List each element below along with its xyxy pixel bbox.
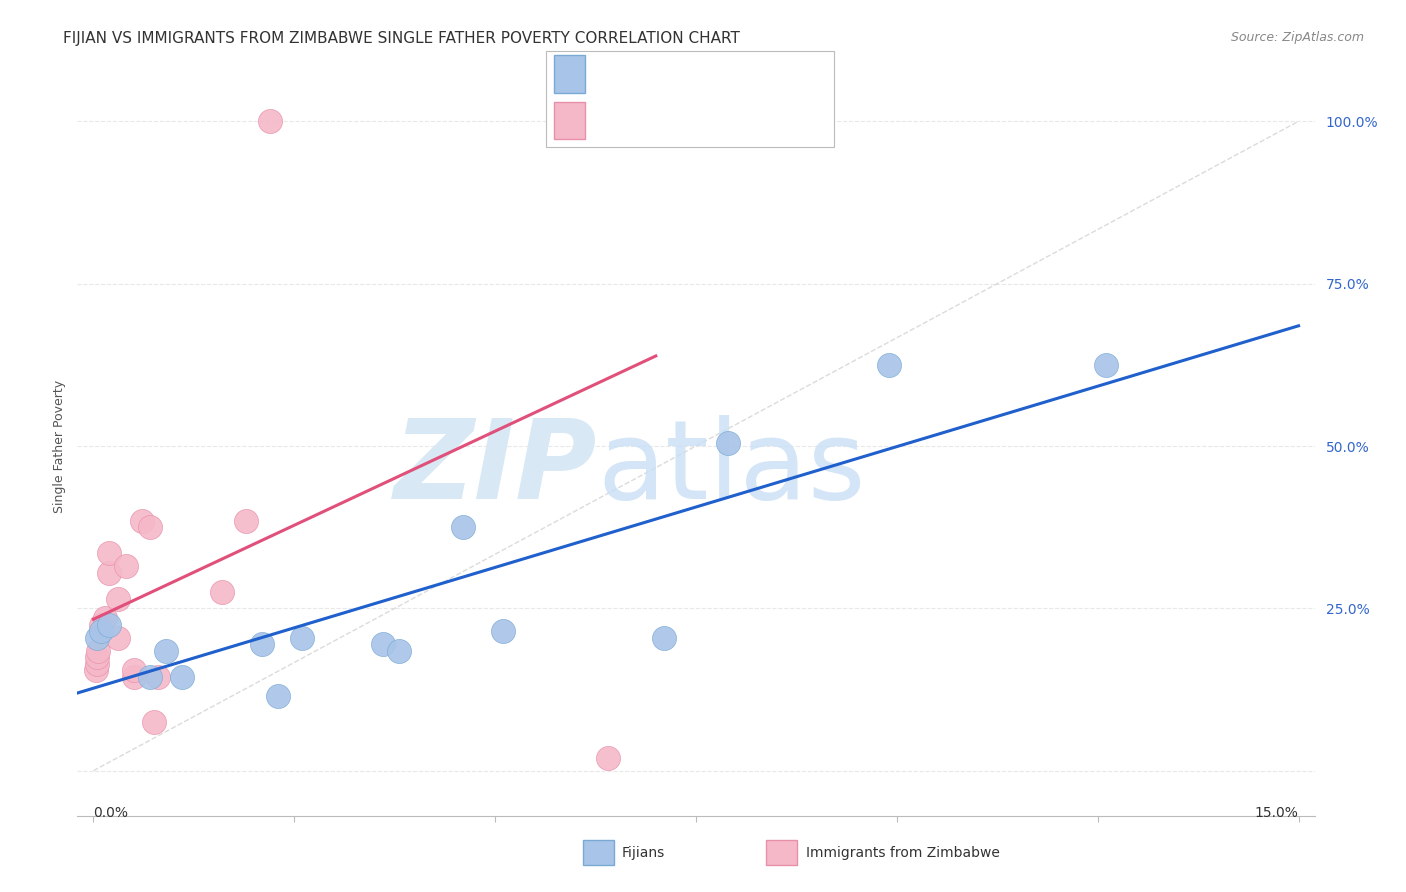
Point	[291, 631, 314, 645]
Point	[155, 643, 177, 657]
Text: R =: R =	[593, 111, 630, 128]
Text: 0.315: 0.315	[633, 111, 685, 128]
Text: 17: 17	[733, 64, 755, 82]
Point	[652, 631, 675, 645]
Text: Fijians: Fijians	[621, 846, 665, 860]
Point	[170, 669, 193, 683]
Text: atlas: atlas	[598, 415, 866, 522]
Point	[596, 750, 619, 764]
Text: 0.0%: 0.0%	[93, 806, 128, 821]
Point	[211, 585, 233, 599]
Text: 22: 22	[733, 111, 756, 128]
Text: R =: R =	[593, 64, 630, 82]
Point	[90, 617, 112, 632]
Point	[94, 611, 117, 625]
Point	[138, 520, 160, 534]
Point	[122, 669, 145, 683]
Point	[250, 637, 273, 651]
Point	[114, 559, 136, 574]
Point	[90, 624, 112, 639]
Point	[84, 663, 107, 677]
Text: Immigrants from Zimbabwe: Immigrants from Zimbabwe	[806, 846, 1000, 860]
Point	[86, 657, 108, 671]
Point	[235, 514, 257, 528]
Point	[98, 566, 121, 580]
Point	[146, 669, 169, 683]
Point	[142, 714, 165, 729]
Point	[86, 650, 108, 665]
Text: ZIP: ZIP	[394, 415, 598, 522]
Point	[138, 669, 160, 683]
Point	[451, 520, 474, 534]
Text: 0.814: 0.814	[633, 64, 685, 82]
Point	[388, 643, 411, 657]
Point	[98, 617, 121, 632]
Point	[492, 624, 515, 639]
Point	[371, 637, 394, 651]
Point	[122, 663, 145, 677]
Point	[877, 358, 900, 372]
Point	[86, 631, 108, 645]
Text: FIJIAN VS IMMIGRANTS FROM ZIMBABWE SINGLE FATHER POVERTY CORRELATION CHART: FIJIAN VS IMMIGRANTS FROM ZIMBABWE SINGL…	[63, 31, 740, 46]
Text: Source: ZipAtlas.com: Source: ZipAtlas.com	[1230, 31, 1364, 45]
Point	[107, 591, 129, 606]
Point	[717, 435, 740, 450]
Point	[267, 689, 290, 703]
Point	[588, 114, 610, 128]
Point	[98, 546, 121, 560]
Point	[1094, 358, 1116, 372]
Y-axis label: Single Father Poverty: Single Father Poverty	[53, 379, 66, 513]
Text: 15.0%: 15.0%	[1254, 806, 1299, 821]
Text: N =: N =	[693, 64, 730, 82]
Point	[259, 114, 281, 128]
Point	[107, 631, 129, 645]
Point	[87, 643, 110, 657]
Text: N =: N =	[693, 111, 730, 128]
Point	[131, 514, 153, 528]
